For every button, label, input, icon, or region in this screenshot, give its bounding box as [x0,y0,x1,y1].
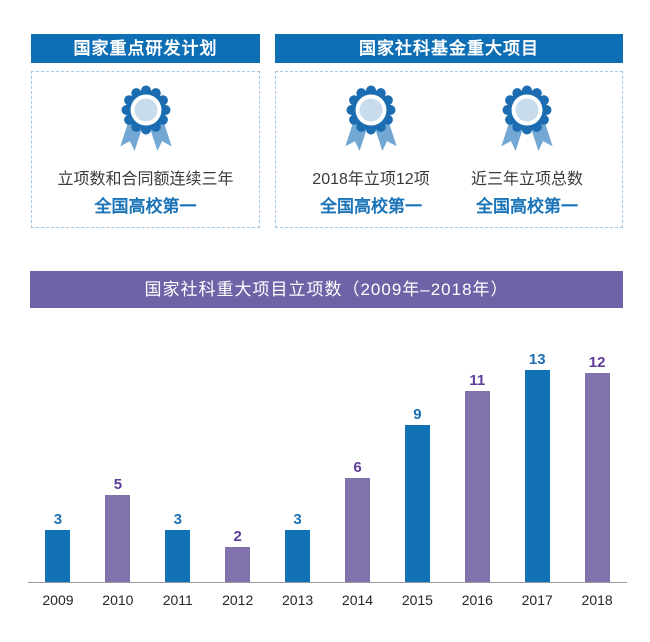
bar-value-label: 13 [528,351,546,368]
bar-group-2015: 9 [387,352,447,582]
bar-group-2018: 12 [567,352,627,582]
bar-value-label: 3 [293,510,302,528]
panel-social-science-body: 2018年立项12项 全国高校第一 近三年立项总数 全国高校第一 [275,71,623,228]
medal-icon [345,85,397,152]
bar-value-label: 5 [113,476,123,493]
bar-2018 [584,373,610,582]
award-rank-highlight: 全国高校第一 [94,197,197,216]
panel-national-rd-body: 立项数和合同额连续三年 全国高校第一 [31,71,260,228]
award-item: 立项数和合同额连续三年 全国高校第一 [32,72,259,217]
bar-value-label: 3 [53,510,63,528]
bar-value-label: 3 [173,510,182,528]
bar-2010 [105,495,131,582]
x-tick-2010: 2010 [102,592,134,608]
award-item: 2018年立项12项 全国高校第一 [293,72,449,227]
bar-group-2014: 6 [328,352,388,582]
award-rank-highlight: 全国高校第一 [320,197,422,216]
x-tick-2014: 2014 [341,592,374,608]
award-item: 近三年立项总数 全国高校第一 [449,72,605,227]
bar-2013 [285,529,311,582]
bar-group-2012: 2 [208,352,268,582]
bar-2011 [165,529,191,582]
medal-icon [501,85,553,152]
x-tick-2016: 2016 [461,592,493,608]
bar-chart: 3 5 3 2 3 6 9 11 13 12 [28,352,627,582]
panel-national-rd-header: 国家重点研发计划 [31,34,260,63]
medal-icon [119,85,172,152]
bar-group-2009: 3 [28,352,88,582]
bar-group-2016: 11 [447,352,507,582]
award-rank-highlight: 全国高校第一 [476,197,578,216]
bar-value-label: 2 [233,528,242,546]
bar-group-2017: 13 [507,352,567,582]
x-tick-2017: 2017 [521,592,553,608]
bar-2014 [344,477,370,582]
x-axis-line [28,582,627,583]
chart-title-banner: 国家社科重大项目立项数（2009年–2018年） [30,271,623,308]
x-tick-2018: 2018 [581,592,613,608]
bar-group-2010: 5 [88,352,148,582]
x-tick-2011: 2011 [162,592,193,608]
award-description: 2018年立项12项 [312,171,430,188]
bar-group-2011: 3 [148,352,208,582]
bar-value-label: 6 [353,458,362,476]
award-description: 近三年立项总数 [470,171,583,188]
bar-group-2013: 3 [268,352,328,582]
x-axis-tick-labels: 2009 2010 2011 2012 2013 2014 2015 2016 2017 2018 [28,592,627,608]
bar-value-label: 12 [588,354,606,372]
panel-social-science-header: 国家社科基金重大项目 [275,34,623,63]
award-description: 立项数和合同额连续三年 [57,171,234,188]
bar-2009 [45,529,71,582]
x-tick-2009: 2009 [42,592,74,608]
bar-value-label: 9 [413,406,422,424]
x-tick-2015: 2015 [401,592,433,608]
x-tick-2013: 2013 [282,592,314,608]
bar-value-label: 11 [469,371,486,389]
x-tick-2012: 2012 [222,592,254,608]
bar-2016 [464,390,490,582]
bar-2012 [225,547,251,582]
bar-2017 [524,370,550,582]
bar-2015 [404,425,430,582]
